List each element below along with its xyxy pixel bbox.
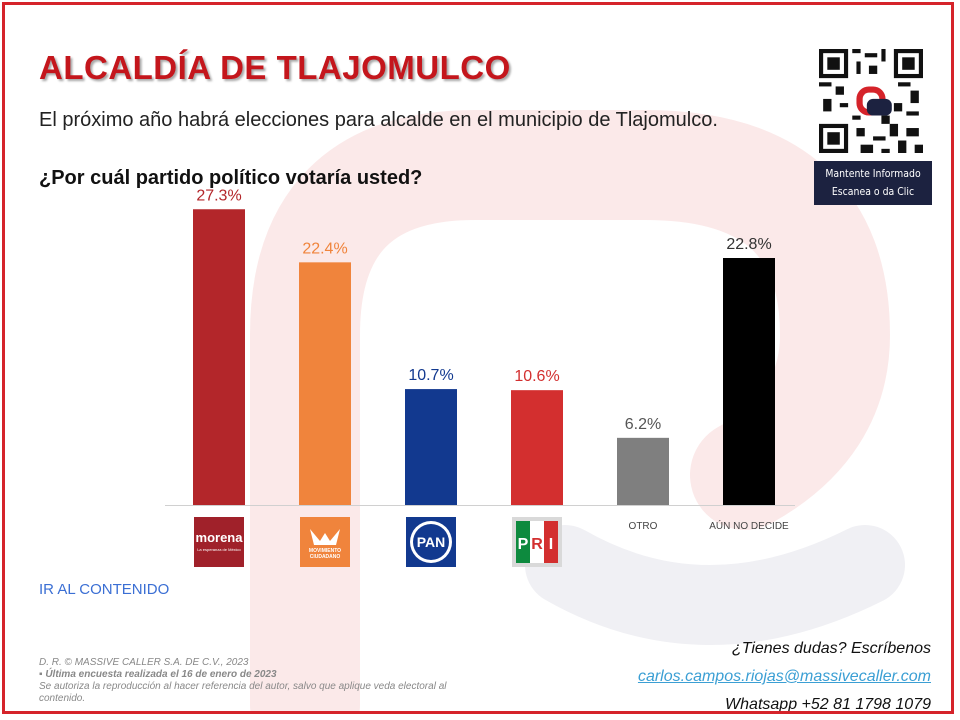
pri-logo-p: P xyxy=(518,536,529,553)
qr-caption-line2: Escanea o da Clic xyxy=(831,185,915,198)
pri-logo-i: I xyxy=(549,536,553,553)
page-subtitle: El próximo año habrá elecciones para alc… xyxy=(39,109,718,131)
category-label-4: OTRO xyxy=(629,521,658,532)
bar-1 xyxy=(299,262,351,505)
bar-value-label-5: 22.8% xyxy=(726,236,771,253)
watermark-logo xyxy=(250,110,905,711)
bar-chart: 27.3% 22.4% 10.7% 10.6% 6.2% OTRO 22.8% AÚN NO … xyxy=(165,187,795,532)
footer-reproduction: Se autoriza la reproducción al hacer ref… xyxy=(39,681,447,704)
footer-survey-date: ▪ Última encuesta realizada el 16 de ene… xyxy=(39,669,479,681)
bar-value-label-1: 22.4% xyxy=(302,240,347,257)
ir-al-contenido-link[interactable]: IR AL CONTENIDO xyxy=(39,581,170,598)
bar-value-label-4: 6.2% xyxy=(625,416,661,433)
category-label-5: AÚN NO DECIDE xyxy=(709,519,789,532)
footer-contact: ¿Tienes dudas? Escríbenos carlos.campos.… xyxy=(637,635,931,713)
bar-2 xyxy=(405,389,457,505)
bar-value-label-3: 10.6% xyxy=(514,368,559,385)
pri-logo-r: R xyxy=(531,536,543,553)
footer-legal: D. R. © MASSIVE CALLER S.A. DE C.V., 202… xyxy=(39,657,479,705)
qr-code-icon[interactable] xyxy=(819,49,923,153)
contact-whatsapp: Whatsapp +52 81 1798 1079 xyxy=(725,696,931,713)
pan-logo: PAN xyxy=(406,517,456,567)
bar-value-label-0: 27.3% xyxy=(196,187,241,204)
qr-caption-line1: Mantente Informado xyxy=(825,167,921,180)
pri-logo: P R I xyxy=(512,517,562,567)
page-title: ALCALDÍA DE TLAJOMULCO xyxy=(39,49,511,86)
bullet-icon: ▪ xyxy=(39,669,46,680)
bar-3 xyxy=(511,390,563,505)
mc-logo-line1: MOVIMIENTO xyxy=(309,548,341,554)
survey-question: ¿Por cuál partido político votaría usted… xyxy=(39,167,423,189)
footer-copyright: D. R. © MASSIVE CALLER S.A. DE C.V., 202… xyxy=(39,657,249,668)
morena-logo-subtext: La esperanza de México xyxy=(197,547,241,552)
morena-logo-text: morena xyxy=(196,530,244,545)
bar-0 xyxy=(193,209,245,505)
morena-logo: morena La esperanza de México xyxy=(194,517,244,567)
movimiento-ciudadano-logo: MOVIMIENTO CIUDADANO xyxy=(300,517,350,567)
bar-4 xyxy=(617,437,669,505)
pan-logo-text: PAN xyxy=(417,534,446,550)
bar-5 xyxy=(723,258,775,505)
footer-survey-date-text: Última encuesta realizada el 16 de enero… xyxy=(45,669,277,680)
mc-logo-line2: CIUDADANO xyxy=(310,554,341,560)
bar-value-label-2: 10.7% xyxy=(408,367,453,384)
contact-email-link[interactable]: carlos.campos.riojas@massivecaller.com xyxy=(637,668,931,685)
qr-caption[interactable]: Mantente Informado Escanea o da Clic xyxy=(814,161,932,205)
contact-question: ¿Tienes dudas? Escríbenos xyxy=(731,640,931,657)
